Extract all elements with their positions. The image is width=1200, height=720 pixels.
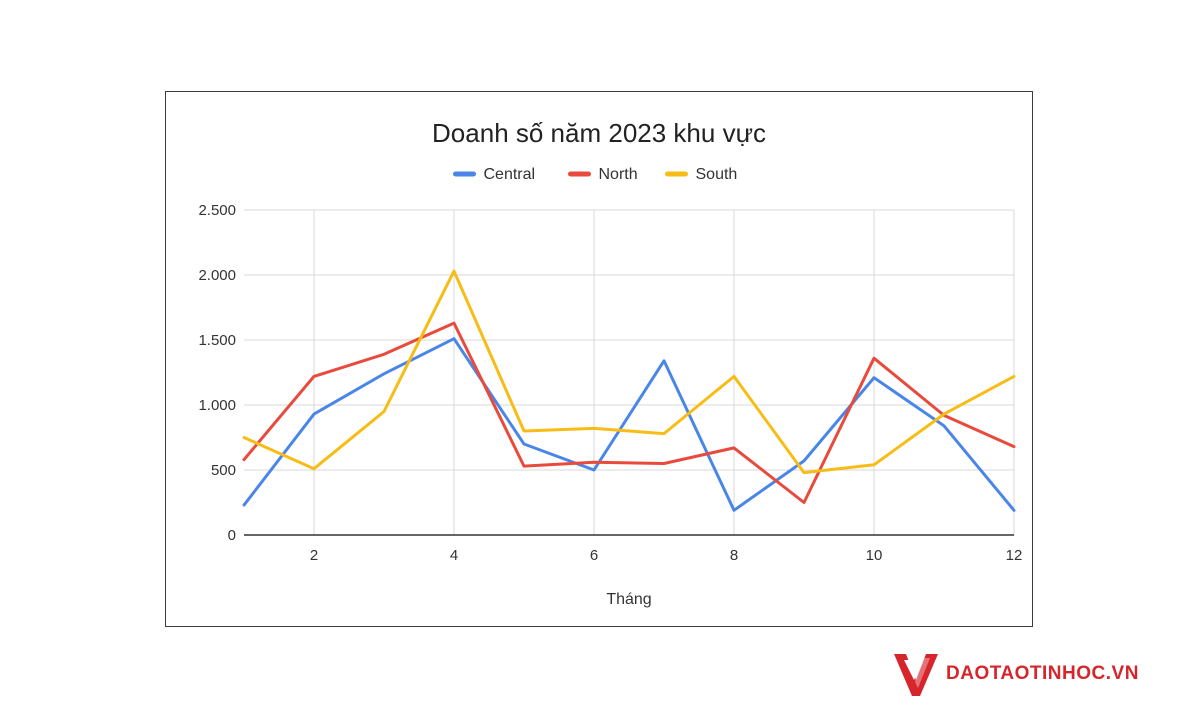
x-axis-title: Tháng: [606, 591, 651, 608]
legend: Central North South: [453, 166, 738, 183]
series-line-north: [242, 321, 1016, 504]
brand-logo: DAOTAOTINHOC.VN: [892, 648, 1182, 700]
logo-v-icon: [894, 654, 938, 696]
chart-title: Doanh số năm 2023 khu vực: [432, 118, 766, 148]
chart-frame: Doanh số năm 2023 khu vực Central North So…: [165, 91, 1033, 627]
x-tick-label-0: 2: [310, 547, 318, 564]
x-tick-label-2: 6: [590, 547, 598, 564]
y-tick-label-2: 1.000: [198, 397, 236, 414]
legend-item-central: Central: [453, 166, 536, 183]
legend-item-south: South: [665, 166, 738, 183]
x-tick-label-3: 8: [730, 547, 738, 564]
y-tick-label-5: 2.500: [198, 202, 236, 219]
series-line-central: [242, 337, 1016, 512]
x-tick-label-4: 10: [866, 547, 883, 564]
series-line-south: [242, 269, 1016, 475]
y-tick-label-0: 0: [228, 527, 236, 544]
grid: [244, 209, 1015, 535]
logo-text: DAOTAOTINHOC.VN: [946, 663, 1139, 684]
y-tick-label-1: 500: [211, 462, 236, 479]
legend-label-south: South: [696, 166, 738, 183]
legend-label-central: Central: [484, 166, 536, 183]
y-tick-label-4: 2.000: [198, 267, 236, 284]
line-chart: Doanh số năm 2023 khu vực Central North So…: [198, 118, 1022, 608]
tick-labels: 0 500 1.000 1.500 2.000 2.500 2 4 6 8 10 12: [198, 202, 1022, 564]
legend-label-north: North: [599, 166, 638, 183]
y-tick-label-3: 1.500: [198, 332, 236, 349]
legend-item-north: North: [568, 166, 638, 183]
x-tick-label-1: 4: [450, 547, 458, 564]
x-tick-label-5: 12: [1006, 547, 1023, 564]
series-lines: [242, 269, 1016, 536]
